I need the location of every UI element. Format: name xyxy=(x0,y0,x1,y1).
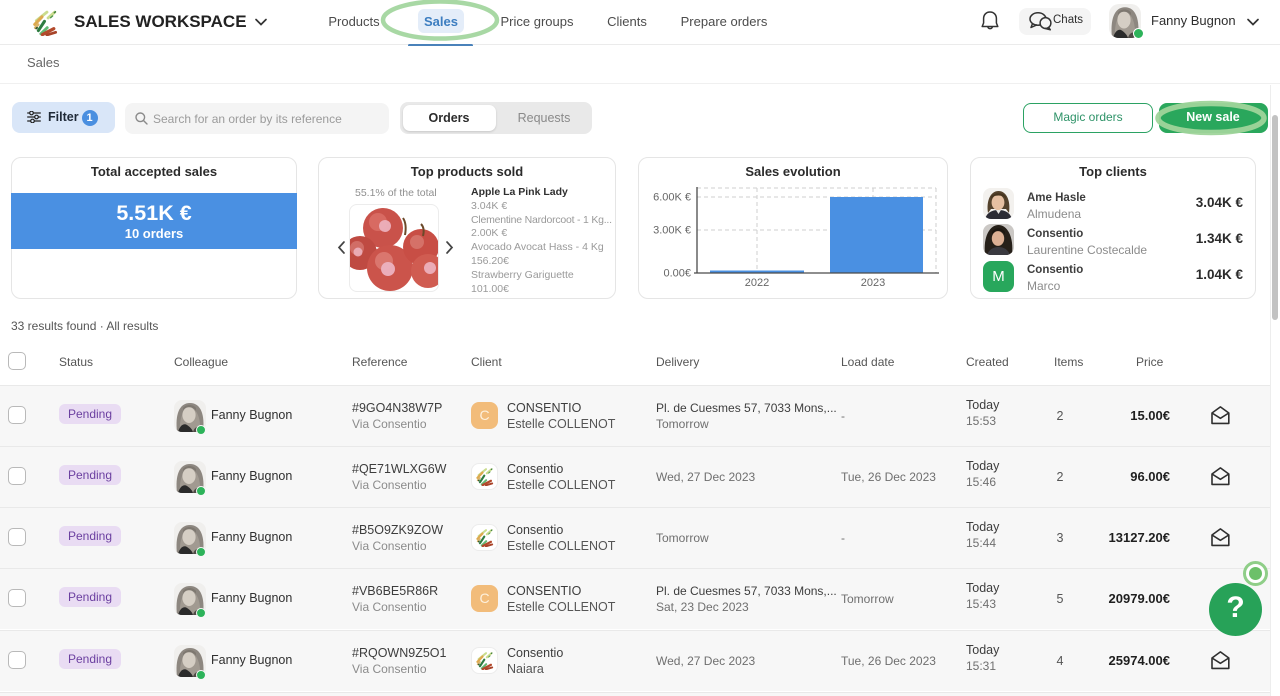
svg-text:2022: 2022 xyxy=(745,277,769,289)
svg-text:0.00€: 0.00€ xyxy=(663,268,691,280)
svg-text:6.00K €: 6.00K € xyxy=(653,192,691,204)
svg-text:3.00K €: 3.00K € xyxy=(653,225,691,237)
svg-text:2023: 2023 xyxy=(861,277,885,289)
